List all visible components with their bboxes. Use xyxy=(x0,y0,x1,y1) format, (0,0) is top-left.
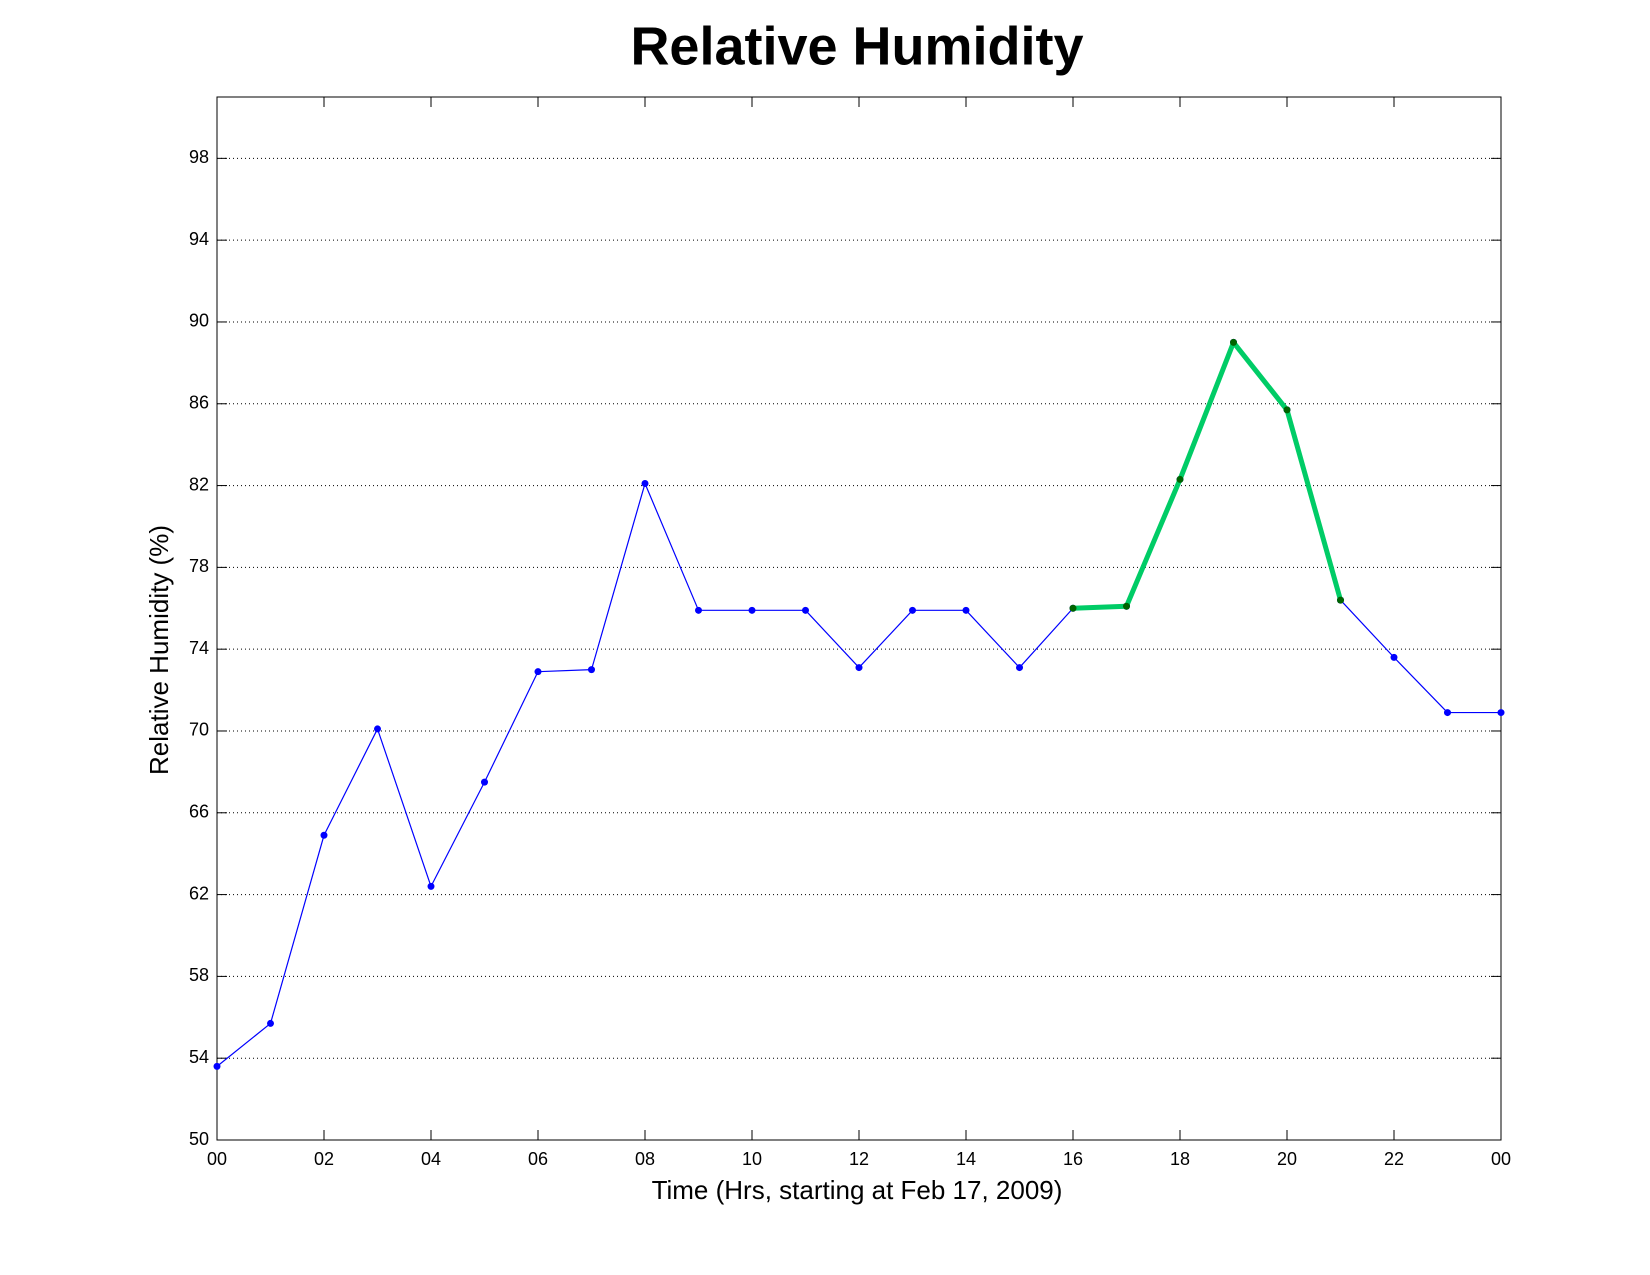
data-line xyxy=(216,341,1501,1067)
y-tick-label: 66 xyxy=(189,802,209,822)
y-axis-label: Relative Humidity (%) xyxy=(144,525,174,775)
data-point xyxy=(427,882,435,890)
chart-title: Relative Humidity xyxy=(630,16,1083,76)
data-point xyxy=(962,606,970,614)
data-point xyxy=(1069,604,1077,612)
x-axis-label: Time (Hrs, starting at Feb 17, 2009) xyxy=(652,1175,1063,1205)
plot-frame xyxy=(216,96,1502,1141)
y-tick-label: 90 xyxy=(189,311,209,331)
y-tick-label: 62 xyxy=(189,883,209,903)
x-tick-label: 06 xyxy=(528,1149,548,1169)
data-point xyxy=(1390,653,1398,661)
x-tick-label: 04 xyxy=(421,1149,441,1169)
x-tick-label: 12 xyxy=(849,1149,869,1169)
x-tick-label: 00 xyxy=(207,1149,227,1169)
x-tick-label: 00 xyxy=(1491,1149,1511,1169)
data-point xyxy=(802,606,809,614)
x-tick-label: 14 xyxy=(956,1149,976,1169)
data-point xyxy=(320,831,328,839)
x-tick-label: 18 xyxy=(1170,1149,1190,1169)
y-tick-label: 98 xyxy=(189,147,209,167)
data-point xyxy=(374,725,381,733)
data-point xyxy=(267,1019,274,1027)
x-tick-label: 22 xyxy=(1384,1149,1404,1169)
data-point xyxy=(1283,406,1291,414)
y-tick-label: 50 xyxy=(189,1129,209,1149)
data-point xyxy=(588,666,595,674)
data-point xyxy=(748,606,756,614)
data-point xyxy=(1497,709,1505,717)
data-point xyxy=(481,778,488,786)
data-point xyxy=(1123,602,1130,610)
data-point xyxy=(1016,664,1023,672)
y-tick-label: 70 xyxy=(189,720,209,740)
y-tick-label: 86 xyxy=(189,393,209,413)
data-point xyxy=(534,668,542,676)
data-point xyxy=(1444,709,1451,717)
x-tick-label: 10 xyxy=(742,1149,762,1169)
data-line xyxy=(1072,339,1343,611)
y-tick-label: 74 xyxy=(189,638,209,658)
x-tick-label: 16 xyxy=(1063,1149,1083,1169)
y-tick-label: 78 xyxy=(189,556,209,576)
data-point xyxy=(213,1062,221,1070)
y-tick-label: 58 xyxy=(189,965,209,985)
x-tick-label: 20 xyxy=(1277,1149,1297,1169)
data-point xyxy=(1230,338,1237,346)
data-point xyxy=(695,606,702,614)
y-tick-label: 82 xyxy=(189,474,209,494)
y-tick-label: 94 xyxy=(189,229,209,249)
data-point xyxy=(1337,596,1344,604)
data-point xyxy=(1176,475,1184,483)
data-point xyxy=(855,664,863,672)
x-tick-label: 02 xyxy=(314,1149,334,1169)
y-tick-label: 54 xyxy=(189,1047,209,1067)
data-point xyxy=(641,480,649,488)
data-point xyxy=(909,606,916,614)
x-tick-label: 08 xyxy=(635,1149,655,1169)
